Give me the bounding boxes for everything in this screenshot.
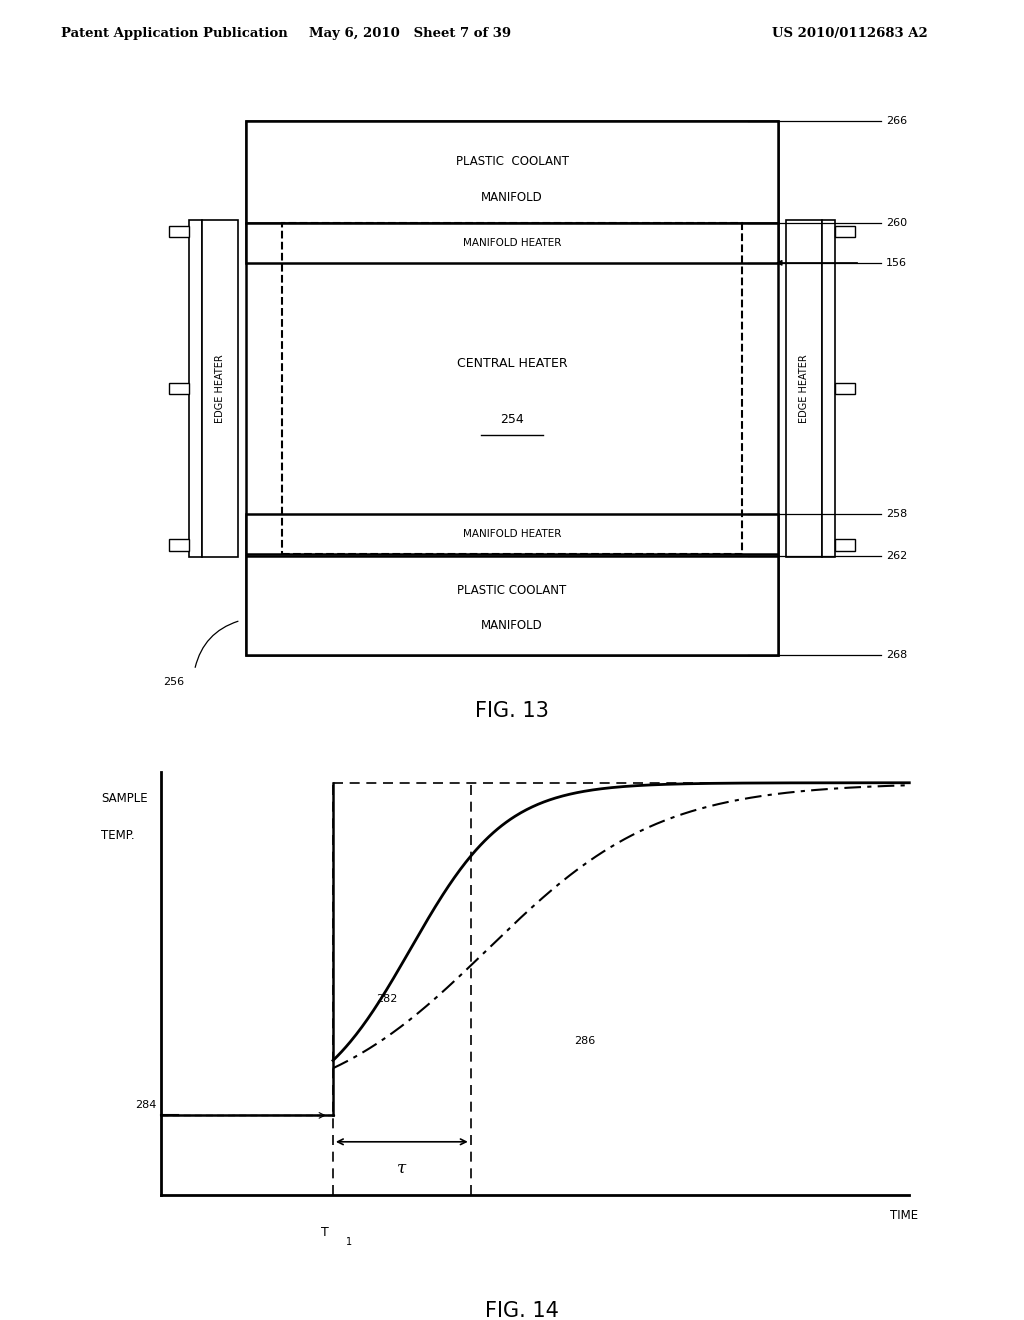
Text: 258: 258	[886, 508, 907, 519]
Bar	[246, 223, 778, 263]
Text: Patent Application Publication: Patent Application Publication	[61, 26, 288, 40]
Text: 260: 260	[886, 218, 907, 228]
Text: PLASTIC  COOLANT: PLASTIC COOLANT	[456, 156, 568, 169]
Text: MANIFOLD: MANIFOLD	[481, 619, 543, 632]
Text: PLASTIC COOLANT: PLASTIC COOLANT	[458, 585, 566, 598]
Bar	[246, 556, 778, 655]
Text: τ: τ	[397, 1160, 407, 1176]
Text: 286: 286	[573, 1036, 595, 1047]
Text: 266: 266	[886, 116, 907, 127]
Text: 262: 262	[886, 552, 907, 561]
Text: 1: 1	[346, 1237, 352, 1247]
Bar	[282, 223, 742, 553]
Bar	[202, 219, 238, 557]
Bar	[835, 383, 855, 393]
Text: MANIFOLD HEATER: MANIFOLD HEATER	[463, 238, 561, 248]
Text: US 2010/0112683 A2: US 2010/0112683 A2	[772, 26, 928, 40]
Text: T: T	[321, 1226, 329, 1239]
Bar	[189, 219, 202, 557]
Text: TIME: TIME	[890, 1209, 918, 1222]
Bar	[169, 383, 189, 393]
Bar	[246, 121, 778, 655]
Bar	[246, 121, 778, 223]
Text: 284: 284	[135, 1100, 157, 1110]
Bar	[835, 540, 855, 550]
Text: May 6, 2010   Sheet 7 of 39: May 6, 2010 Sheet 7 of 39	[308, 26, 511, 40]
Text: 282: 282	[376, 994, 397, 1005]
Text: MANIFOLD: MANIFOLD	[481, 191, 543, 205]
Text: 256: 256	[164, 677, 184, 688]
Text: SAMPLE: SAMPLE	[100, 792, 147, 805]
Text: CENTRAL HEATER: CENTRAL HEATER	[457, 356, 567, 370]
Text: 268: 268	[886, 649, 907, 660]
Text: EDGE HEATER: EDGE HEATER	[800, 354, 809, 422]
Text: MANIFOLD HEATER: MANIFOLD HEATER	[463, 528, 561, 539]
Bar	[169, 540, 189, 550]
Text: TEMP.: TEMP.	[100, 829, 134, 842]
Text: FIG. 14: FIG. 14	[485, 1300, 559, 1320]
Bar	[169, 226, 189, 238]
Text: FIG. 13: FIG. 13	[475, 701, 549, 721]
Text: 156: 156	[886, 257, 907, 268]
Text: EDGE HEATER: EDGE HEATER	[215, 354, 224, 422]
Bar	[246, 513, 778, 553]
Text: 254: 254	[500, 413, 524, 426]
Bar	[822, 219, 835, 557]
Bar	[786, 219, 822, 557]
Bar	[835, 226, 855, 238]
